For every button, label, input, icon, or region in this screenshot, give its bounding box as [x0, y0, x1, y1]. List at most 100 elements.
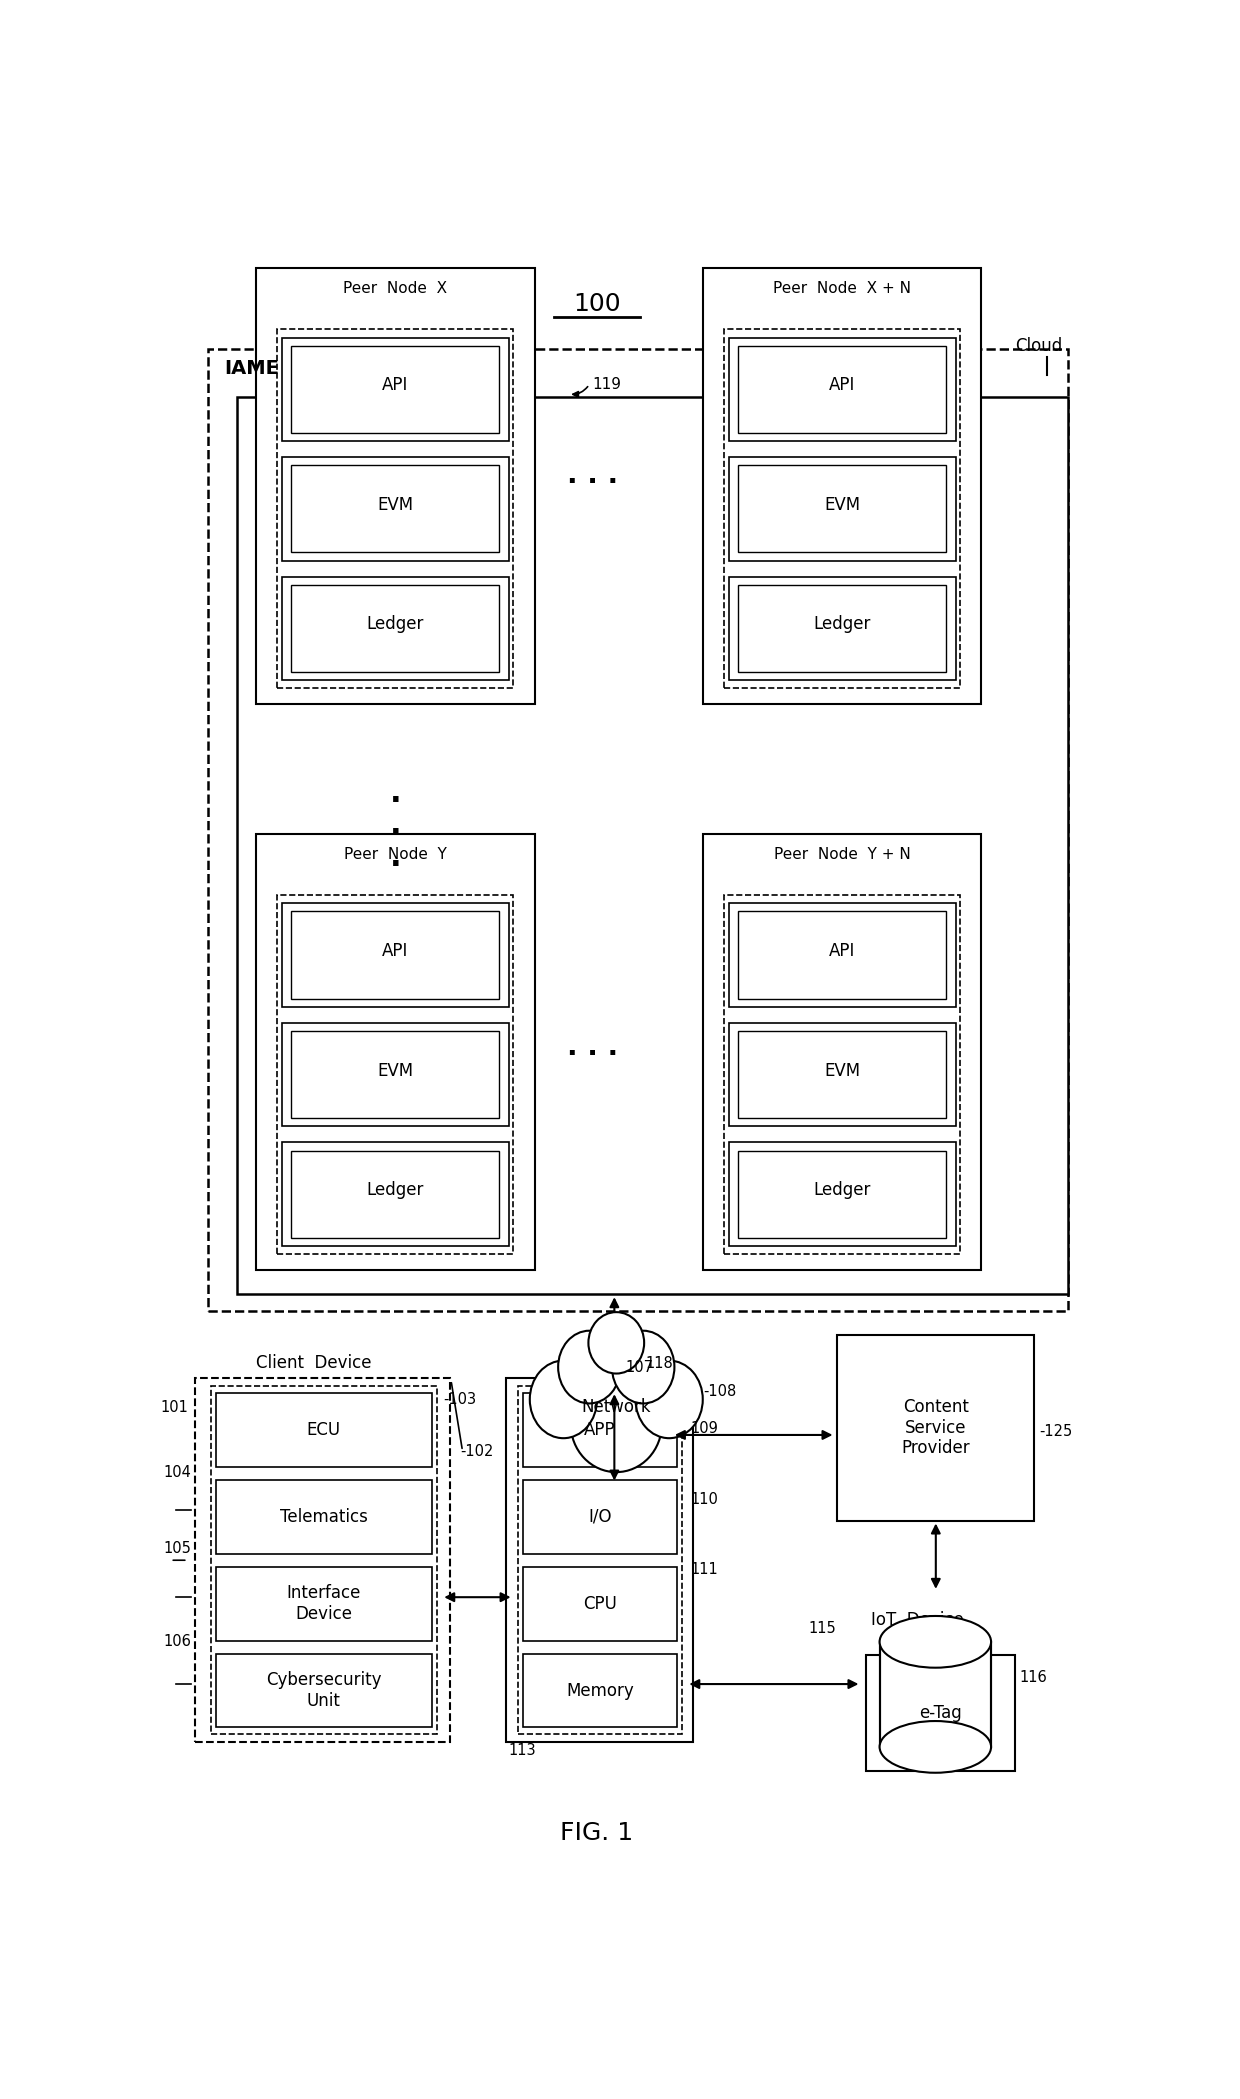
Bar	[729, 458, 956, 560]
Text: ECU: ECU	[306, 1421, 341, 1440]
Bar	[211, 1387, 436, 1734]
Bar	[255, 269, 534, 705]
Text: Ledger: Ledger	[813, 1182, 870, 1199]
Bar	[281, 577, 508, 680]
Text: Cybersecurity
Unit: Cybersecurity Unit	[265, 1671, 382, 1711]
Text: API: API	[828, 942, 856, 959]
Bar	[523, 1394, 677, 1467]
Bar	[738, 911, 946, 999]
Bar	[729, 1142, 956, 1247]
Ellipse shape	[558, 1331, 620, 1404]
Ellipse shape	[613, 1331, 675, 1404]
Bar	[738, 586, 946, 672]
Bar	[277, 330, 513, 688]
Bar	[196, 1379, 450, 1742]
Ellipse shape	[879, 1721, 991, 1774]
Bar	[729, 338, 956, 441]
Bar	[291, 466, 498, 552]
Text: EVM: EVM	[825, 1062, 861, 1079]
Ellipse shape	[589, 1312, 644, 1373]
Text: Network: Network	[582, 1398, 651, 1417]
Ellipse shape	[570, 1375, 662, 1471]
Bar	[216, 1394, 432, 1467]
Bar	[523, 1654, 677, 1727]
Text: API: API	[382, 376, 408, 395]
Ellipse shape	[635, 1360, 703, 1438]
Ellipse shape	[879, 1616, 991, 1669]
Text: Ledger: Ledger	[367, 615, 424, 634]
Bar	[208, 348, 1068, 1310]
Bar	[291, 586, 498, 672]
Text: 100: 100	[573, 292, 621, 315]
Text: Peer  Node  Y: Peer Node Y	[343, 846, 446, 863]
Bar	[738, 1031, 946, 1119]
Text: 107: 107	[626, 1360, 653, 1375]
Text: IoT  Device: IoT Device	[870, 1610, 963, 1629]
Text: Content
Service
Provider: Content Service Provider	[901, 1398, 970, 1457]
Text: -103: -103	[444, 1392, 476, 1406]
Ellipse shape	[529, 1360, 596, 1438]
Text: . . .: . . .	[567, 462, 618, 489]
Text: Peer  Node  X + N: Peer Node X + N	[773, 281, 911, 296]
Bar	[729, 903, 956, 1008]
Text: Peer  Node  Y + N: Peer Node Y + N	[774, 846, 910, 863]
Text: e-Tag: e-Tag	[919, 1704, 962, 1721]
Text: API: API	[382, 942, 408, 959]
Text: .: .	[389, 810, 401, 840]
Bar	[506, 1379, 693, 1742]
Text: I/O: I/O	[588, 1507, 611, 1526]
Bar	[724, 894, 960, 1253]
Bar	[729, 1022, 956, 1127]
Text: 113: 113	[508, 1742, 536, 1757]
Bar	[277, 894, 513, 1253]
Text: 116: 116	[1019, 1671, 1048, 1685]
Bar	[738, 346, 946, 432]
Bar	[291, 346, 498, 432]
Text: EVM: EVM	[377, 495, 413, 514]
Text: 105: 105	[164, 1541, 191, 1555]
Text: CPU: CPU	[583, 1595, 616, 1612]
Text: -125: -125	[1039, 1425, 1073, 1440]
Text: Cloud: Cloud	[1016, 336, 1063, 355]
Text: -108: -108	[703, 1383, 737, 1398]
Text: Peer  Node  X: Peer Node X	[343, 281, 448, 296]
Bar	[523, 1480, 677, 1553]
Text: 104: 104	[164, 1465, 191, 1480]
Bar	[729, 577, 956, 680]
Text: Ledger: Ledger	[367, 1182, 424, 1199]
Text: IAME: IAME	[224, 359, 279, 378]
Text: Ledger: Ledger	[813, 615, 870, 634]
Text: 115: 115	[808, 1620, 836, 1637]
Text: 110: 110	[691, 1492, 718, 1507]
Bar	[879, 1641, 991, 1746]
Bar	[291, 1031, 498, 1119]
Text: EVM: EVM	[825, 495, 861, 514]
Bar	[281, 1142, 508, 1247]
Bar	[216, 1566, 432, 1641]
Bar	[866, 1654, 1016, 1772]
Text: 111: 111	[691, 1562, 718, 1576]
Bar	[255, 833, 534, 1270]
Bar	[738, 1150, 946, 1238]
Bar	[703, 269, 982, 705]
Bar	[281, 458, 508, 560]
Bar	[281, 903, 508, 1008]
Bar	[291, 911, 498, 999]
Text: Client  Device: Client Device	[255, 1354, 371, 1373]
Text: Telematics: Telematics	[280, 1507, 367, 1526]
Text: 101: 101	[161, 1400, 188, 1415]
Text: 106: 106	[164, 1635, 191, 1650]
Bar	[281, 1022, 508, 1127]
Bar	[518, 1387, 682, 1734]
Bar	[703, 833, 982, 1270]
Text: .: .	[389, 779, 401, 808]
Text: FIG. 1: FIG. 1	[560, 1820, 634, 1845]
Text: 109: 109	[691, 1421, 718, 1436]
Text: APP: APP	[584, 1421, 616, 1440]
Text: API: API	[828, 376, 856, 395]
Bar	[237, 397, 1068, 1295]
Text: Interface
Device: Interface Device	[286, 1585, 361, 1623]
Bar	[281, 338, 508, 441]
Text: -102: -102	[460, 1444, 494, 1459]
Text: EVM: EVM	[377, 1062, 413, 1079]
